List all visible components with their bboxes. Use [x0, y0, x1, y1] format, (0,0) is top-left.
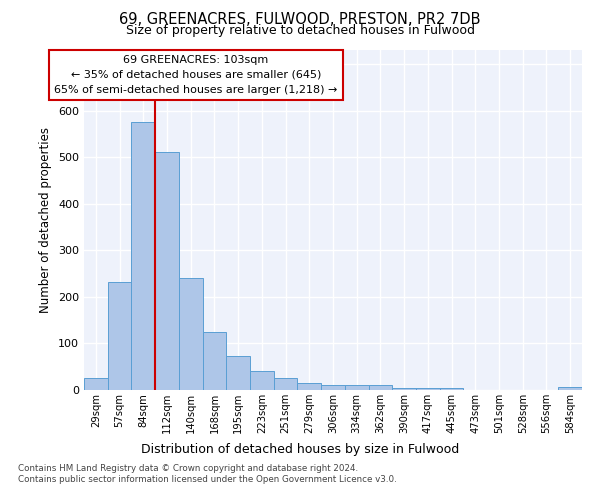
Text: Contains public sector information licensed under the Open Government Licence v3: Contains public sector information licen… [18, 475, 397, 484]
Bar [558, 386, 582, 390]
Bar [440, 388, 463, 390]
Bar [345, 386, 368, 390]
Bar [84, 378, 108, 390]
Bar [321, 386, 345, 390]
Bar [155, 152, 179, 390]
Bar [179, 278, 203, 390]
Bar [298, 383, 321, 390]
Text: Size of property relative to detached houses in Fulwood: Size of property relative to detached ho… [125, 24, 475, 37]
Y-axis label: Number of detached properties: Number of detached properties [40, 127, 52, 313]
Bar [274, 378, 298, 390]
Bar [416, 388, 440, 390]
Bar [226, 356, 250, 390]
Text: Distribution of detached houses by size in Fulwood: Distribution of detached houses by size … [141, 442, 459, 456]
Text: Contains HM Land Registry data © Crown copyright and database right 2024.: Contains HM Land Registry data © Crown c… [18, 464, 358, 473]
Text: 69 GREENACRES: 103sqm
← 35% of detached houses are smaller (645)
65% of semi-det: 69 GREENACRES: 103sqm ← 35% of detached … [55, 55, 338, 94]
Bar [131, 122, 155, 390]
Bar [250, 371, 274, 390]
Bar [203, 332, 226, 390]
Bar [368, 386, 392, 390]
Bar [392, 388, 416, 390]
Text: 69, GREENACRES, FULWOOD, PRESTON, PR2 7DB: 69, GREENACRES, FULWOOD, PRESTON, PR2 7D… [119, 12, 481, 28]
Bar [108, 282, 131, 390]
